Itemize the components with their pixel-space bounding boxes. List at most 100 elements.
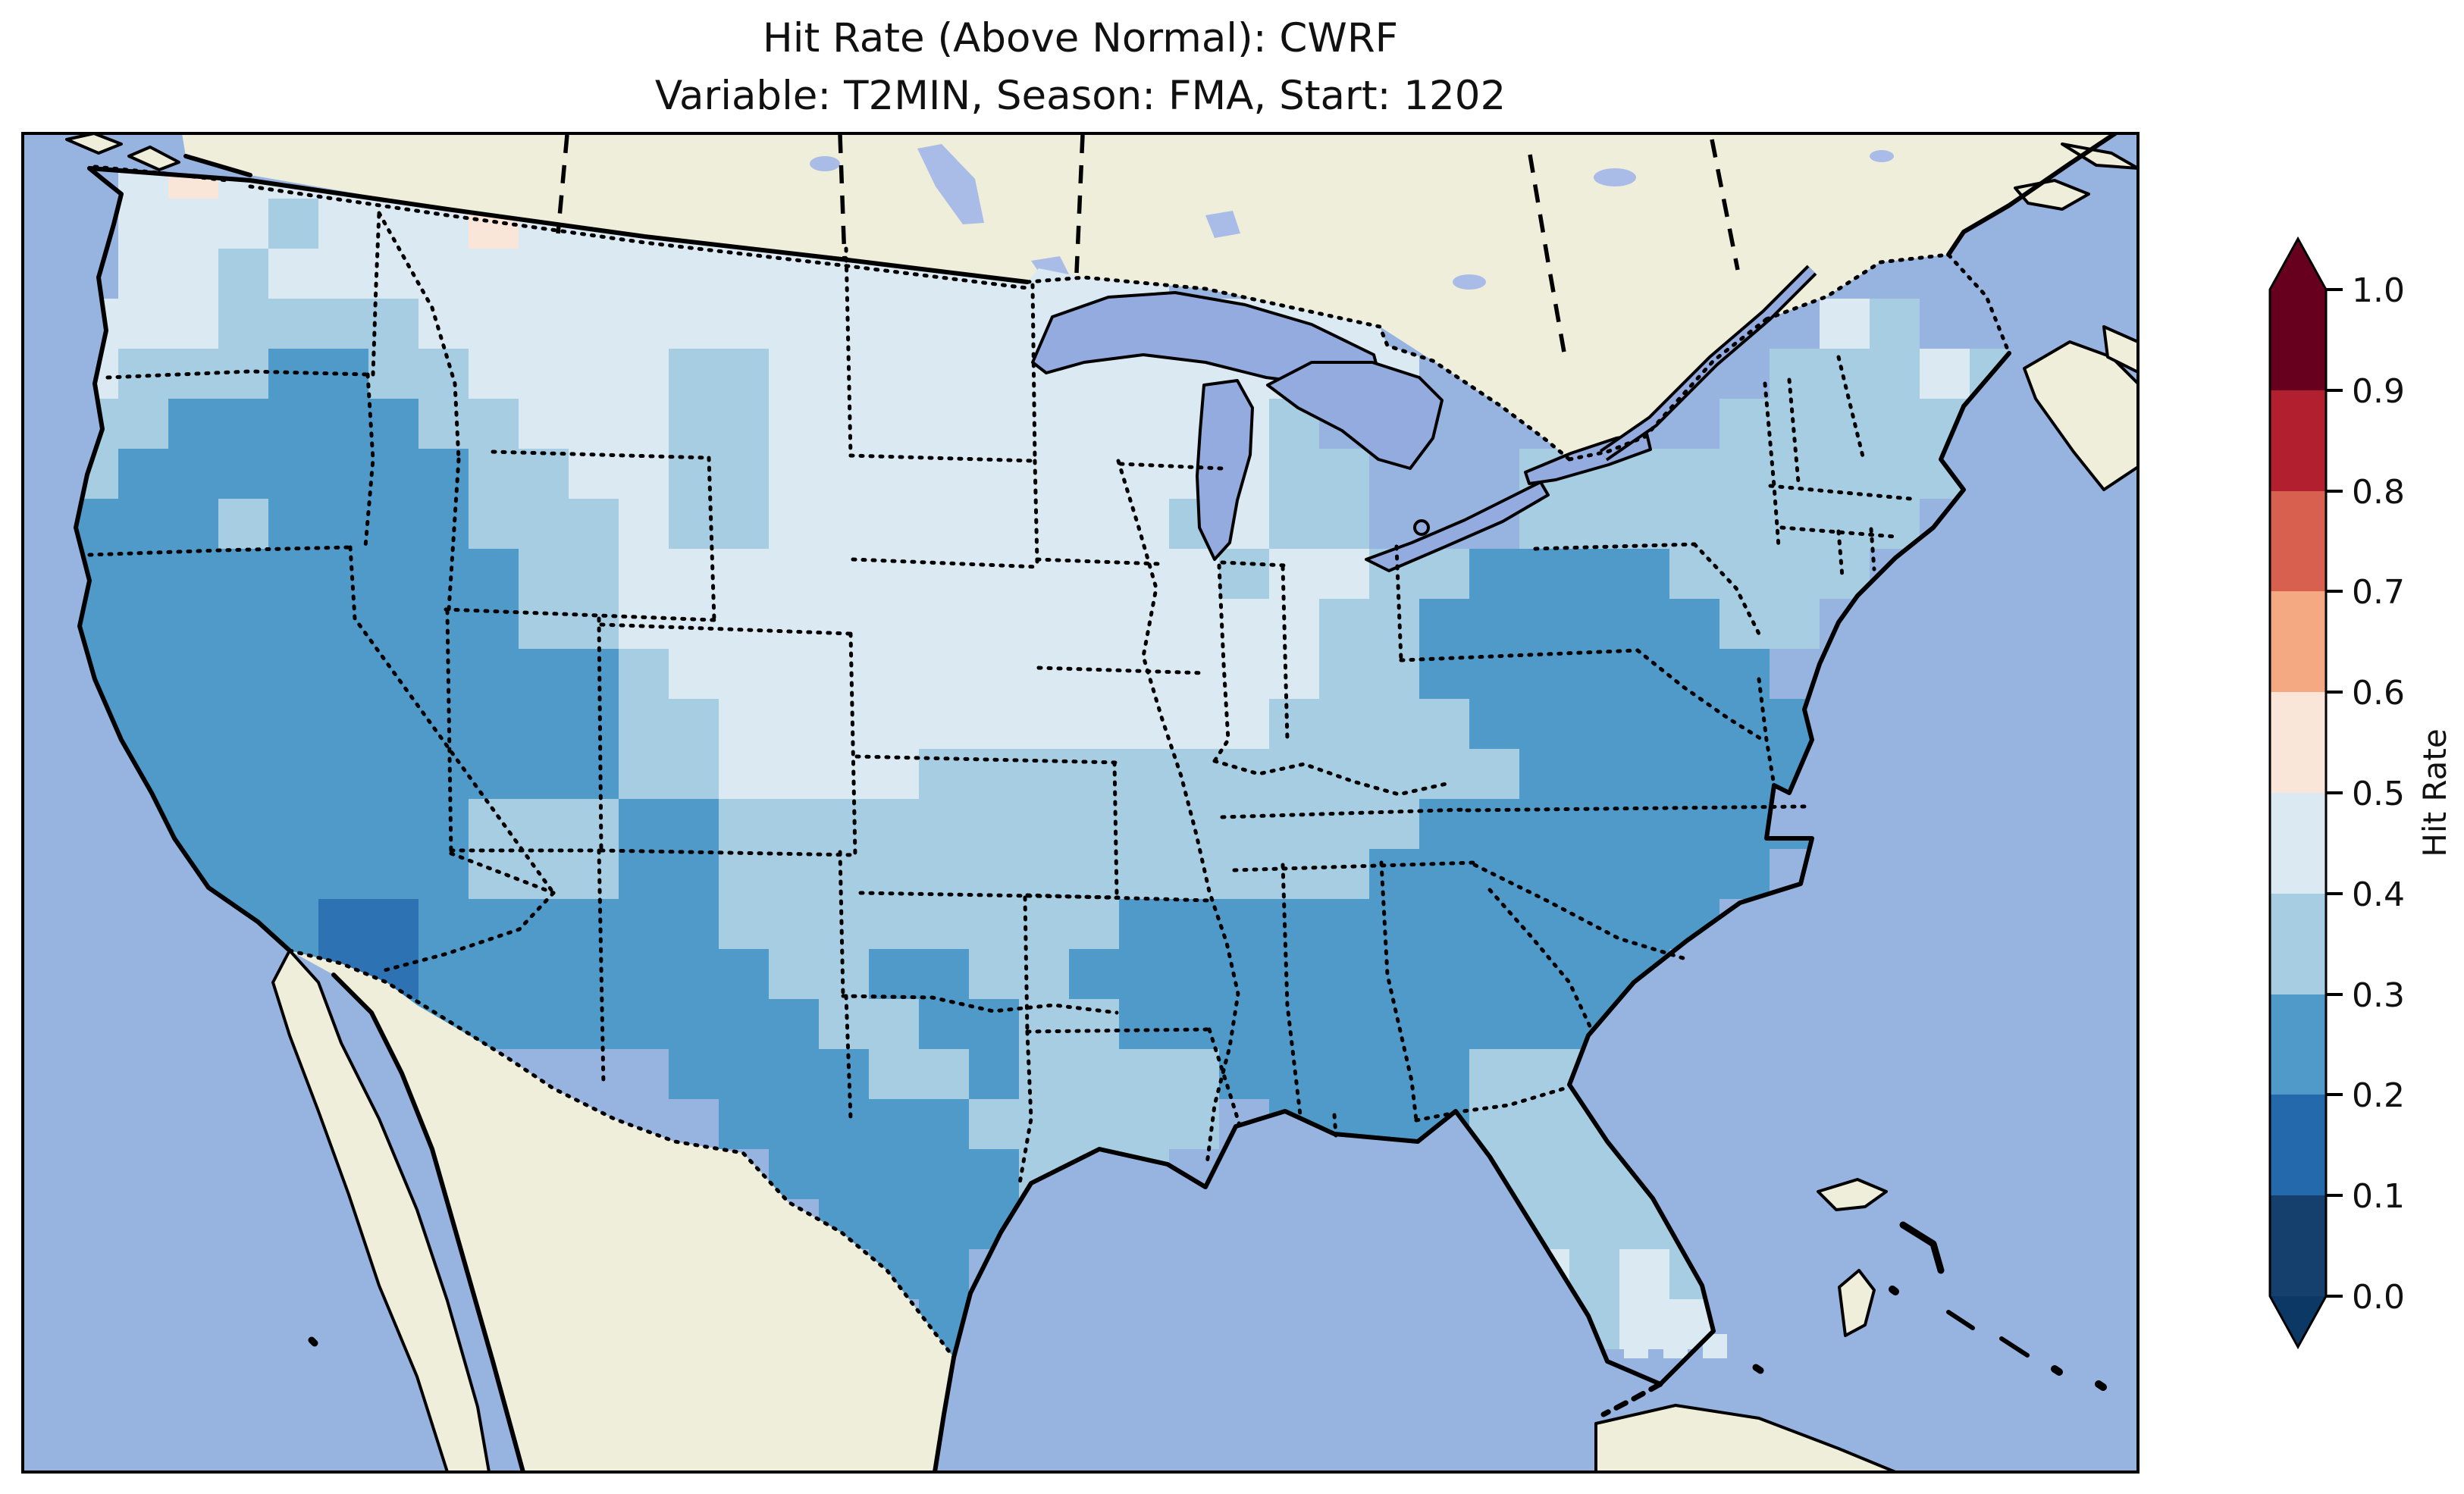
grid-cell xyxy=(1469,599,1519,649)
tick-label: 0.4 xyxy=(2352,875,2405,914)
grid-cell xyxy=(1719,499,1770,549)
grid-cell xyxy=(1469,549,1519,599)
grid-cell xyxy=(819,1049,869,1099)
grid-cell xyxy=(669,349,719,399)
grid-cell xyxy=(869,399,919,449)
grid-cell xyxy=(1319,499,1369,549)
grid-cell xyxy=(969,999,1019,1049)
grid-cell xyxy=(519,299,569,349)
grid-cell xyxy=(1119,949,1169,999)
grid-cell xyxy=(1369,599,1419,649)
grid-cell xyxy=(118,699,168,749)
grid-cell xyxy=(569,949,619,999)
colorbar-arrow-over xyxy=(2270,239,2326,290)
grid-cell xyxy=(719,649,769,699)
grid-cell xyxy=(318,299,368,349)
grid-cell xyxy=(1519,1149,1569,1199)
grid-cell xyxy=(569,849,619,899)
baja-island-dot xyxy=(308,1336,318,1347)
grid-cell xyxy=(168,249,218,299)
grid-cell xyxy=(669,899,719,949)
grid-cell xyxy=(168,549,218,599)
tick-label: 0.8 xyxy=(2352,473,2405,512)
grid-cell xyxy=(619,649,669,699)
grid-cell xyxy=(1319,799,1369,849)
grid-cell xyxy=(1219,849,1269,899)
grid-cell xyxy=(469,949,519,999)
grid-cell xyxy=(619,699,669,749)
grid-cell xyxy=(819,999,869,1049)
grid-cell xyxy=(469,499,519,549)
grid-cell xyxy=(469,299,519,349)
grid-cell xyxy=(318,549,368,599)
canada-border-49n xyxy=(87,166,1030,284)
grid-cell xyxy=(218,549,268,599)
grid-cell xyxy=(969,649,1019,699)
grid-cell xyxy=(769,599,819,649)
lake-winnipeg xyxy=(917,144,984,224)
atlantic-gulf-coastline xyxy=(951,351,2011,1386)
map-axes xyxy=(23,133,2138,1472)
grid-cell xyxy=(1219,899,1269,949)
grid-cell xyxy=(318,249,368,299)
grid-cell xyxy=(218,699,268,749)
grid-cell xyxy=(1569,499,1619,549)
grid-cell xyxy=(1119,549,1169,599)
grid-cell xyxy=(1019,599,1069,649)
grid-cell xyxy=(1069,699,1119,749)
grid-cell xyxy=(368,499,419,549)
grid-cell xyxy=(1419,799,1469,849)
grid-cell xyxy=(318,899,368,949)
tick-label: 0.2 xyxy=(2352,1076,2405,1115)
grid-cell xyxy=(669,1049,719,1099)
grid-cell xyxy=(569,299,619,349)
grid-cell xyxy=(519,649,569,699)
canada-inland-lakes xyxy=(810,144,1894,290)
grid-cell xyxy=(1269,999,1319,1049)
grid-cell xyxy=(819,349,869,399)
grid-cell xyxy=(719,749,769,799)
grid-cell xyxy=(318,799,368,849)
colorbar-arrow-under xyxy=(2270,1296,2326,1347)
grid-cell xyxy=(268,199,318,249)
grid-cell xyxy=(419,649,469,699)
grid-cell xyxy=(368,849,419,899)
grid-cell xyxy=(268,849,318,899)
grid-cell xyxy=(1569,899,1619,949)
grid-cell xyxy=(1870,449,1920,499)
grid-cell xyxy=(1219,549,1269,599)
grid-cell xyxy=(969,799,1019,849)
grid-cell xyxy=(1419,599,1469,649)
florida-bay-cells xyxy=(1624,1334,1727,1358)
grid-cell xyxy=(1519,899,1569,949)
grid-cell xyxy=(1519,549,1569,599)
grid-cell xyxy=(1269,499,1319,549)
grid-cell xyxy=(1319,749,1369,799)
grid-cell xyxy=(1269,649,1319,699)
grid-cell xyxy=(1719,449,1770,499)
grid-cell xyxy=(218,399,268,449)
grid-cell xyxy=(919,549,969,599)
grid-cell xyxy=(919,849,969,899)
grid-cell xyxy=(869,1049,919,1099)
grid-cell xyxy=(268,499,318,549)
grid-cell xyxy=(969,849,1019,899)
canada-east-coastline xyxy=(1946,133,2118,257)
grid-cell xyxy=(569,499,619,549)
grid-cell xyxy=(1820,349,1870,399)
colorbar-band-2 xyxy=(2270,994,2326,1095)
grid-cell xyxy=(1269,949,1319,999)
grid-cell xyxy=(419,749,469,799)
grid-cell xyxy=(168,299,218,349)
grid-cell xyxy=(1719,549,1770,599)
grid-cell xyxy=(1069,849,1119,899)
grid-cell xyxy=(569,999,619,1049)
grid-cell xyxy=(368,449,419,499)
grid-cell xyxy=(1669,549,1719,599)
grid-cell xyxy=(569,749,619,799)
grid-cell xyxy=(1019,899,1069,949)
grid-cell xyxy=(819,399,869,449)
grid-cell xyxy=(769,549,819,599)
grid-cell xyxy=(1770,349,1820,399)
grid-cell xyxy=(969,949,1019,999)
